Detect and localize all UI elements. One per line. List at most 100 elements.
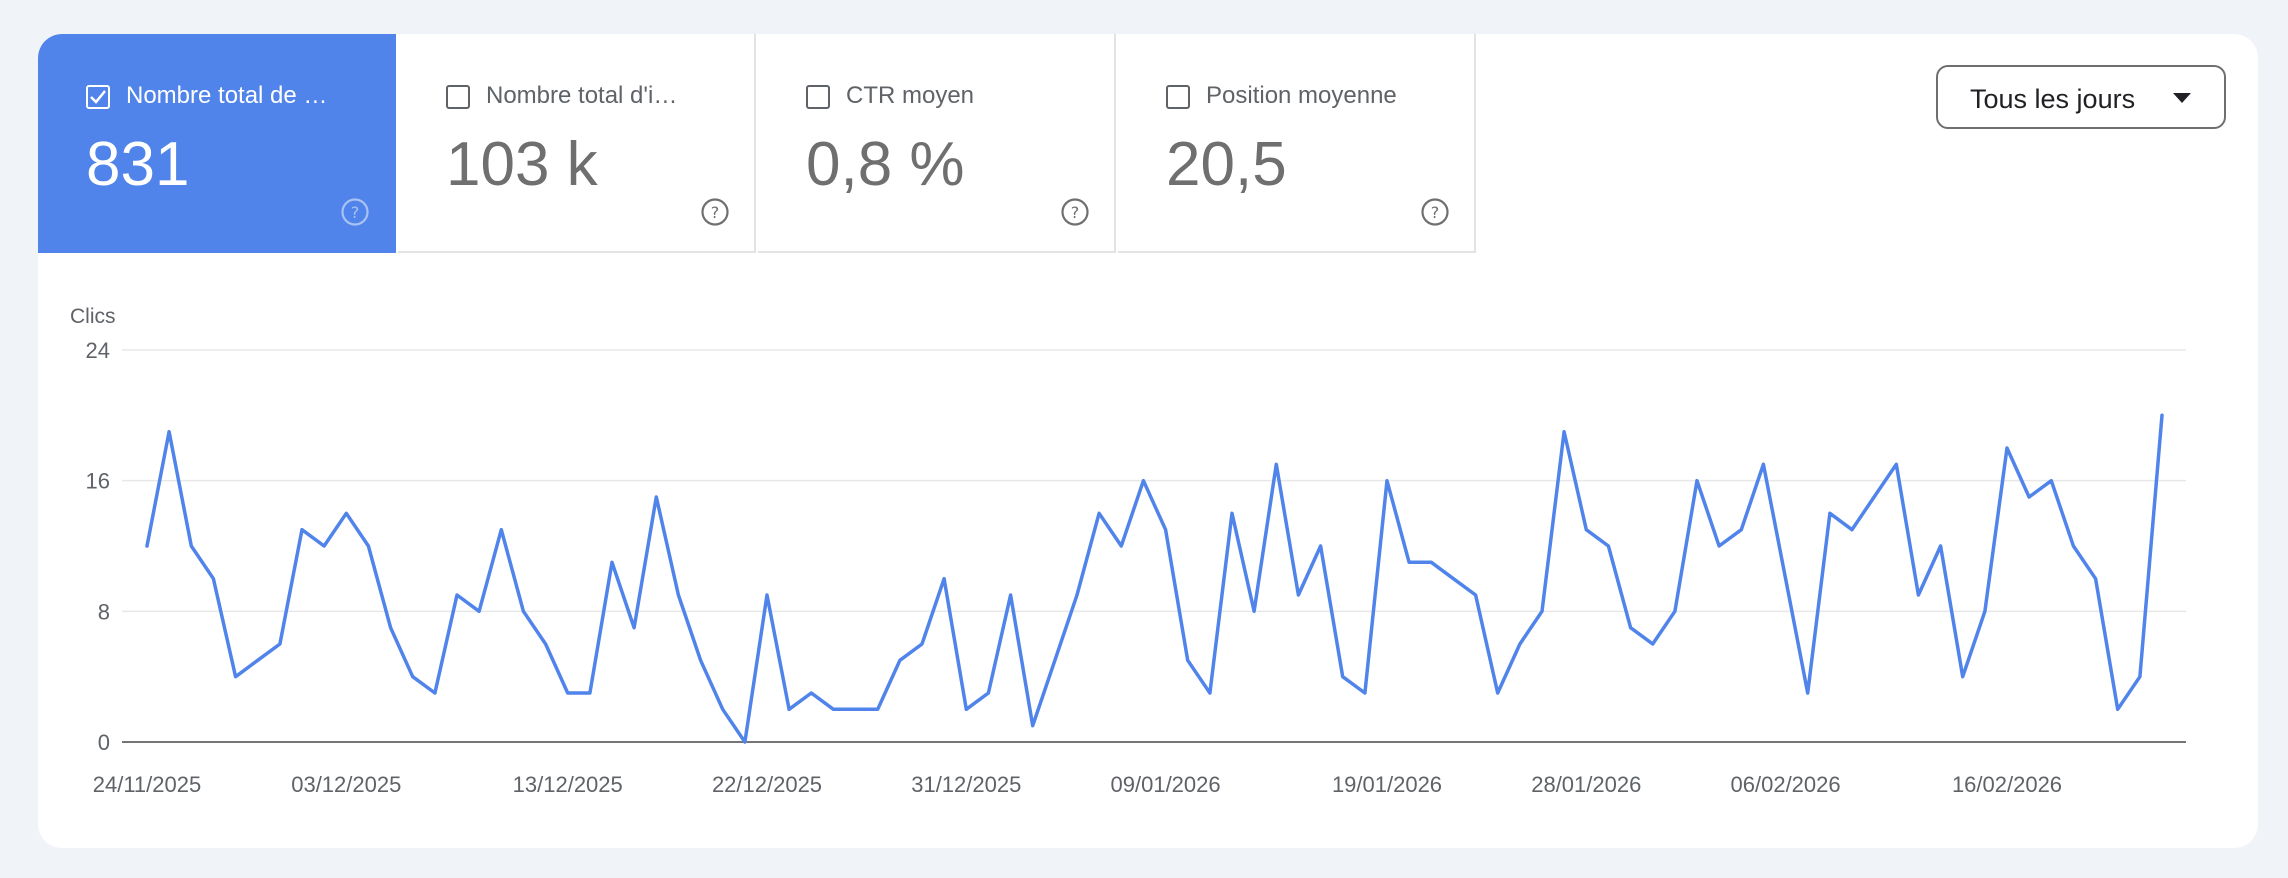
y-tick-label: 16 bbox=[86, 469, 110, 494]
data-point bbox=[2073, 546, 2074, 547]
data-point bbox=[169, 431, 170, 432]
data-point bbox=[567, 693, 568, 694]
data-point bbox=[1564, 431, 1565, 432]
data-point bbox=[523, 611, 524, 612]
data-point bbox=[656, 497, 657, 498]
help-icon[interactable]: ? bbox=[1060, 197, 1090, 227]
data-point bbox=[1896, 464, 1897, 465]
data-point bbox=[744, 742, 745, 743]
data-point bbox=[1298, 595, 1299, 596]
data-point bbox=[1387, 480, 1388, 481]
data-point bbox=[966, 709, 967, 710]
data-point bbox=[368, 546, 369, 547]
dropdown-arrow-icon bbox=[2173, 93, 2191, 103]
data-point bbox=[1121, 546, 1122, 547]
data-point bbox=[678, 595, 679, 596]
checkbox-icon[interactable] bbox=[446, 85, 470, 109]
x-tick-label: 31/12/2025 bbox=[911, 772, 1021, 797]
data-point bbox=[589, 693, 590, 694]
data-point bbox=[434, 693, 435, 694]
help-icon[interactable]: ? bbox=[1420, 197, 1450, 227]
x-tick-label: 03/12/2025 bbox=[291, 772, 401, 797]
data-point bbox=[1785, 578, 1786, 579]
data-point bbox=[1032, 725, 1033, 726]
checkbox-icon[interactable] bbox=[806, 85, 830, 109]
data-point bbox=[1209, 693, 1210, 694]
data-point bbox=[1652, 644, 1653, 645]
x-tick-label: 28/01/2026 bbox=[1531, 772, 1641, 797]
data-point bbox=[324, 546, 325, 547]
data-point bbox=[1077, 595, 1078, 596]
data-point bbox=[1232, 513, 1233, 514]
metric-card-impressions[interactable]: Nombre total d'i… 103 k ? bbox=[398, 34, 756, 253]
data-point bbox=[1276, 464, 1277, 465]
help-icon[interactable]: ? bbox=[700, 197, 730, 227]
data-point bbox=[1940, 546, 1941, 547]
data-point bbox=[1497, 693, 1498, 694]
y-axis-label: Clics bbox=[70, 305, 116, 328]
period-dropdown[interactable]: Tous les jours bbox=[1936, 65, 2226, 129]
data-point bbox=[1807, 693, 1808, 694]
data-point bbox=[899, 660, 900, 661]
data-point bbox=[833, 709, 834, 710]
data-point bbox=[2029, 497, 2030, 498]
data-point bbox=[1984, 611, 1985, 612]
data-point bbox=[2095, 578, 2096, 579]
data-point bbox=[767, 595, 768, 596]
data-point bbox=[501, 529, 502, 530]
data-point bbox=[1741, 529, 1742, 530]
data-point bbox=[1962, 676, 1963, 677]
data-point bbox=[1763, 464, 1764, 465]
data-point bbox=[412, 676, 413, 677]
svg-text:?: ? bbox=[1071, 203, 1080, 222]
data-point bbox=[1010, 595, 1011, 596]
svg-text:?: ? bbox=[711, 203, 720, 222]
data-point bbox=[235, 676, 236, 677]
clicks-line-chart: Clics 0 8 16 24 24/11/2025 03/12/2025 13/12/202… bbox=[70, 305, 2186, 797]
data-point bbox=[2007, 448, 2008, 449]
performance-card: Nombre total de … 831 ? Nombre total d'i… bbox=[38, 34, 2258, 848]
data-point bbox=[1630, 627, 1631, 628]
data-point bbox=[1099, 513, 1100, 514]
data-point bbox=[877, 709, 878, 710]
data-point bbox=[2117, 709, 2118, 710]
data-point bbox=[2162, 415, 2163, 416]
data-point bbox=[1054, 660, 1055, 661]
metric-card-ctr[interactable]: CTR moyen 0,8 % ? bbox=[758, 34, 1116, 253]
data-point bbox=[1254, 611, 1255, 612]
x-tick-label: 19/01/2026 bbox=[1332, 772, 1442, 797]
data-point bbox=[257, 660, 258, 661]
data-point bbox=[811, 693, 812, 694]
data-point bbox=[147, 546, 148, 547]
help-icon[interactable]: ? bbox=[340, 197, 370, 227]
data-point bbox=[302, 529, 303, 530]
data-point bbox=[479, 611, 480, 612]
data-point bbox=[1542, 611, 1543, 612]
data-point bbox=[1697, 480, 1698, 481]
metric-value: 103 k bbox=[446, 130, 598, 199]
data-point bbox=[1143, 480, 1144, 481]
data-point bbox=[1719, 546, 1720, 547]
data-point bbox=[944, 578, 945, 579]
data-point bbox=[457, 595, 458, 596]
data-point bbox=[1409, 562, 1410, 563]
data-point bbox=[2051, 480, 2052, 481]
data-point bbox=[1453, 578, 1454, 579]
metric-card-position[interactable]: Position moyenne 20,5 ? bbox=[1118, 34, 1476, 253]
data-point bbox=[612, 562, 613, 563]
data-point bbox=[1364, 693, 1365, 694]
data-point bbox=[346, 513, 347, 514]
data-point bbox=[1674, 611, 1675, 612]
data-point bbox=[1586, 529, 1587, 530]
data-point bbox=[1475, 595, 1476, 596]
data-point bbox=[855, 709, 856, 710]
data-point bbox=[390, 627, 391, 628]
data-point bbox=[279, 644, 280, 645]
period-dropdown-label: Tous les jours bbox=[1970, 84, 2136, 114]
checkbox-checked-icon[interactable] bbox=[86, 85, 110, 109]
metric-card-clicks[interactable]: Nombre total de … 831 ? bbox=[38, 34, 396, 253]
data-point bbox=[789, 709, 790, 710]
x-tick-label: 16/02/2026 bbox=[1952, 772, 2062, 797]
checkbox-icon[interactable] bbox=[1166, 85, 1190, 109]
data-point bbox=[722, 709, 723, 710]
